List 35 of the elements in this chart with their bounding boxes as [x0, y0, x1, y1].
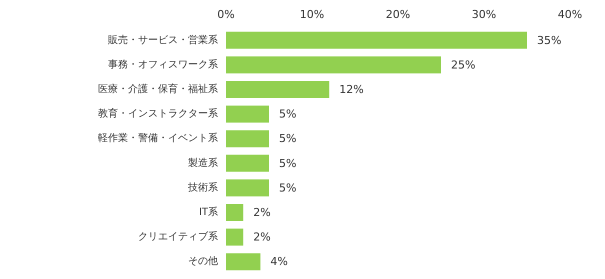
bar — [226, 81, 330, 98]
data-label: 35% — [537, 34, 562, 47]
x-tick-label: 10% — [300, 8, 324, 21]
x-tick-label: 40% — [558, 8, 582, 21]
data-label: 4% — [270, 255, 288, 268]
y-tick-label: 製造系 — [188, 156, 218, 169]
bar — [226, 56, 441, 74]
bar — [226, 179, 269, 196]
bar — [226, 106, 269, 123]
bar — [226, 154, 269, 172]
y-tick-label: クリエイティブ系 — [138, 230, 218, 243]
y-tick-label: 軽作業・警備・イベント系 — [98, 132, 218, 144]
data-label: 5% — [279, 181, 296, 194]
bar — [226, 32, 527, 49]
data-label: 2% — [253, 206, 271, 219]
data-label: 5% — [279, 108, 296, 121]
bar — [226, 253, 260, 270]
y-tick-label: 技術系 — [187, 181, 218, 194]
y-tick-label: 販売・サービス・営業系 — [108, 34, 218, 46]
y-tick-label: 事務・オフィスワーク系 — [108, 58, 218, 70]
data-label: 5% — [279, 156, 296, 170]
x-tick-label: 30% — [472, 8, 496, 21]
bar — [226, 130, 269, 148]
y-tick-label: 教育・インストラクター系 — [98, 108, 218, 120]
y-tick-label: その他 — [188, 255, 218, 268]
data-label: 12% — [339, 83, 364, 96]
data-label: 5% — [279, 132, 296, 146]
x-tick-label: 0% — [217, 8, 235, 21]
x-tick-label: 20% — [386, 8, 410, 21]
data-label: 25% — [451, 58, 476, 72]
bar — [226, 228, 244, 246]
y-tick-label: 医療・介護・保育・福祉系 — [98, 83, 218, 95]
data-label: 2% — [253, 230, 271, 244]
y-tick-label: IT系 — [198, 206, 218, 218]
bar — [226, 204, 244, 221]
